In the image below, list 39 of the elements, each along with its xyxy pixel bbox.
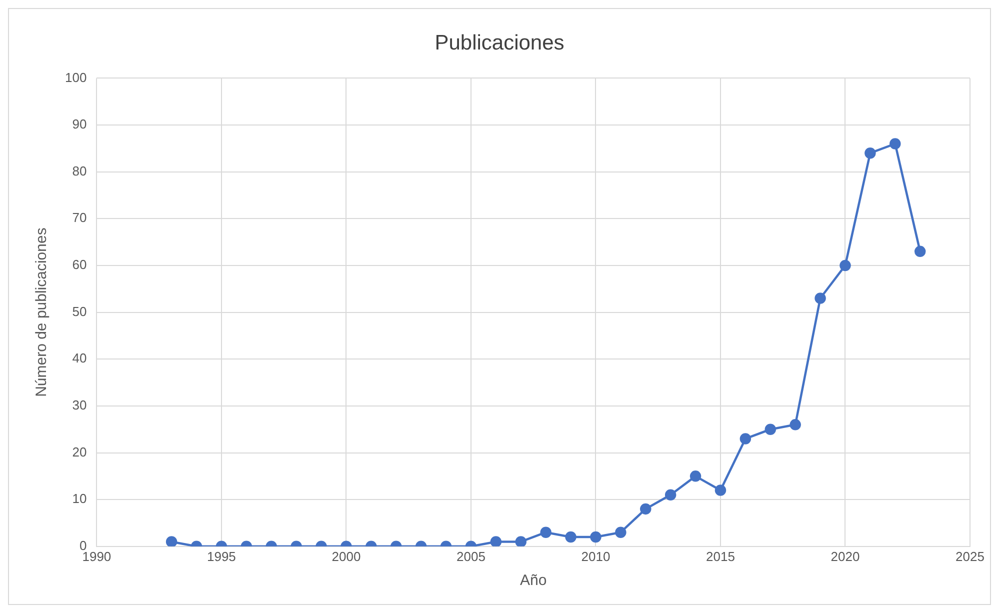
- point: [764, 424, 776, 435]
- point: [515, 536, 526, 546]
- point: [864, 147, 876, 159]
- x-axis-title: Año: [520, 572, 547, 590]
- y-tick-label: 70: [72, 210, 87, 226]
- x-tick-label: 1995: [206, 548, 236, 564]
- y-tick-label: 90: [72, 116, 87, 132]
- x-tick-label: 2020: [830, 548, 860, 564]
- y-tick-label: 40: [72, 350, 87, 366]
- point: [840, 260, 851, 272]
- x-tick-label: 2015: [706, 548, 735, 564]
- x-tick-label: 2000: [332, 548, 361, 564]
- point: [590, 531, 602, 543]
- point: [690, 470, 702, 482]
- chart-title: Publicaciones: [434, 31, 564, 54]
- point: [565, 531, 576, 543]
- point: [814, 292, 826, 304]
- point: [790, 419, 801, 430]
- point: [166, 536, 178, 546]
- point: [640, 503, 652, 515]
- point: [914, 246, 926, 258]
- y-axis-title: Número de publicaciones: [33, 228, 50, 397]
- point: [664, 489, 676, 501]
- point: [890, 138, 901, 150]
- point: [615, 526, 626, 538]
- y-tick-label: 100: [64, 70, 87, 85]
- y-tick-label: 50: [72, 304, 87, 319]
- point: [714, 484, 726, 496]
- y-tick-label: 60: [72, 257, 87, 272]
- y-tick-label: 20: [72, 444, 87, 460]
- y-tick-label: 10: [72, 491, 87, 506]
- x-tick-label: 2025: [956, 548, 984, 564]
- point: [740, 433, 752, 444]
- y-tick-label: 30: [72, 398, 87, 413]
- x-tick-label: 2010: [581, 548, 610, 564]
- point: [490, 536, 502, 546]
- x-tick-label: 2005: [456, 548, 486, 564]
- point: [540, 526, 552, 538]
- y-tick-label: 80: [72, 163, 87, 178]
